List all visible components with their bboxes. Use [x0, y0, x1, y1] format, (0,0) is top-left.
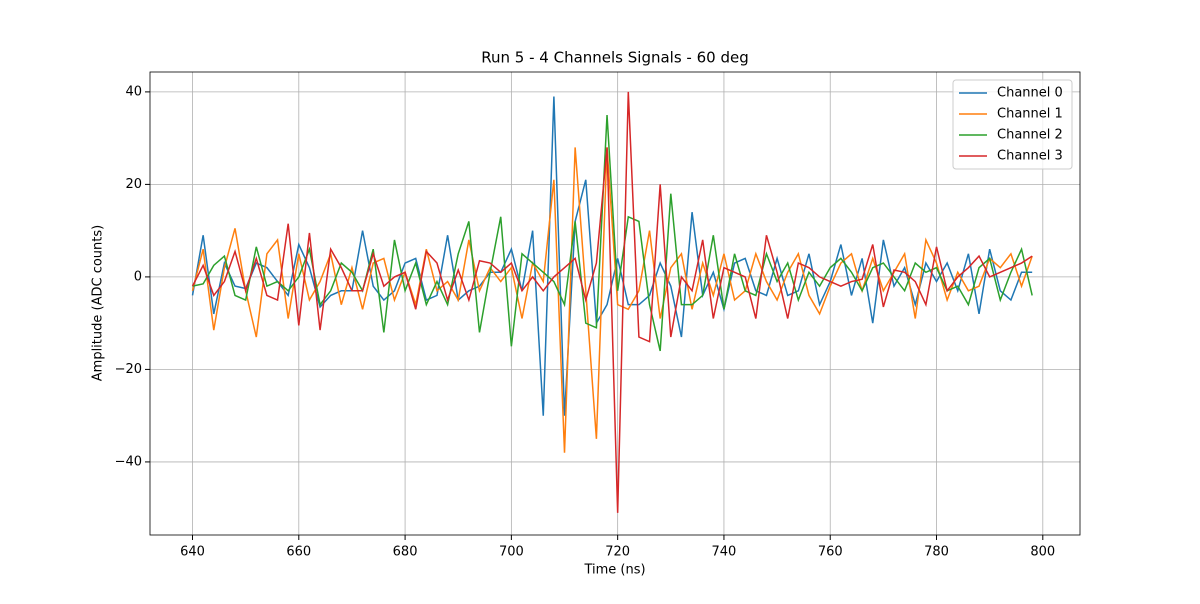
x-tick-label: 800: [1030, 545, 1055, 560]
legend-label: Channel 3: [997, 149, 1063, 164]
x-tick-label: 720: [605, 545, 630, 560]
chart-title: Run 5 - 4 Channels Signals - 60 deg: [481, 49, 748, 67]
x-tick-label: 660: [286, 545, 311, 560]
legend-label: Channel 2: [997, 128, 1063, 143]
y-tick-label: 0: [134, 269, 142, 284]
x-tick-label: 640: [180, 545, 205, 560]
x-tick-label: 780: [924, 545, 949, 560]
y-tick-label: 20: [125, 177, 142, 192]
series-line: [191, 91, 1033, 513]
plot-frame: [149, 71, 1081, 536]
x-tick-label: 680: [393, 545, 418, 560]
y-axis-label: Amplitude (ADC counts): [91, 225, 106, 381]
y-tick-label: −20: [115, 362, 142, 377]
x-tick-label: 740: [712, 545, 737, 560]
legend-box: [952, 79, 1073, 170]
y-tick-label: 40: [125, 84, 142, 99]
x-tick-label: 700: [499, 545, 524, 560]
y-tick-label: −40: [115, 454, 142, 469]
x-tick-label: 760: [818, 545, 843, 560]
x-axis-label: Time (ns): [583, 563, 645, 578]
legend-label: Channel 1: [997, 107, 1063, 122]
legend-label: Channel 0: [997, 86, 1063, 101]
